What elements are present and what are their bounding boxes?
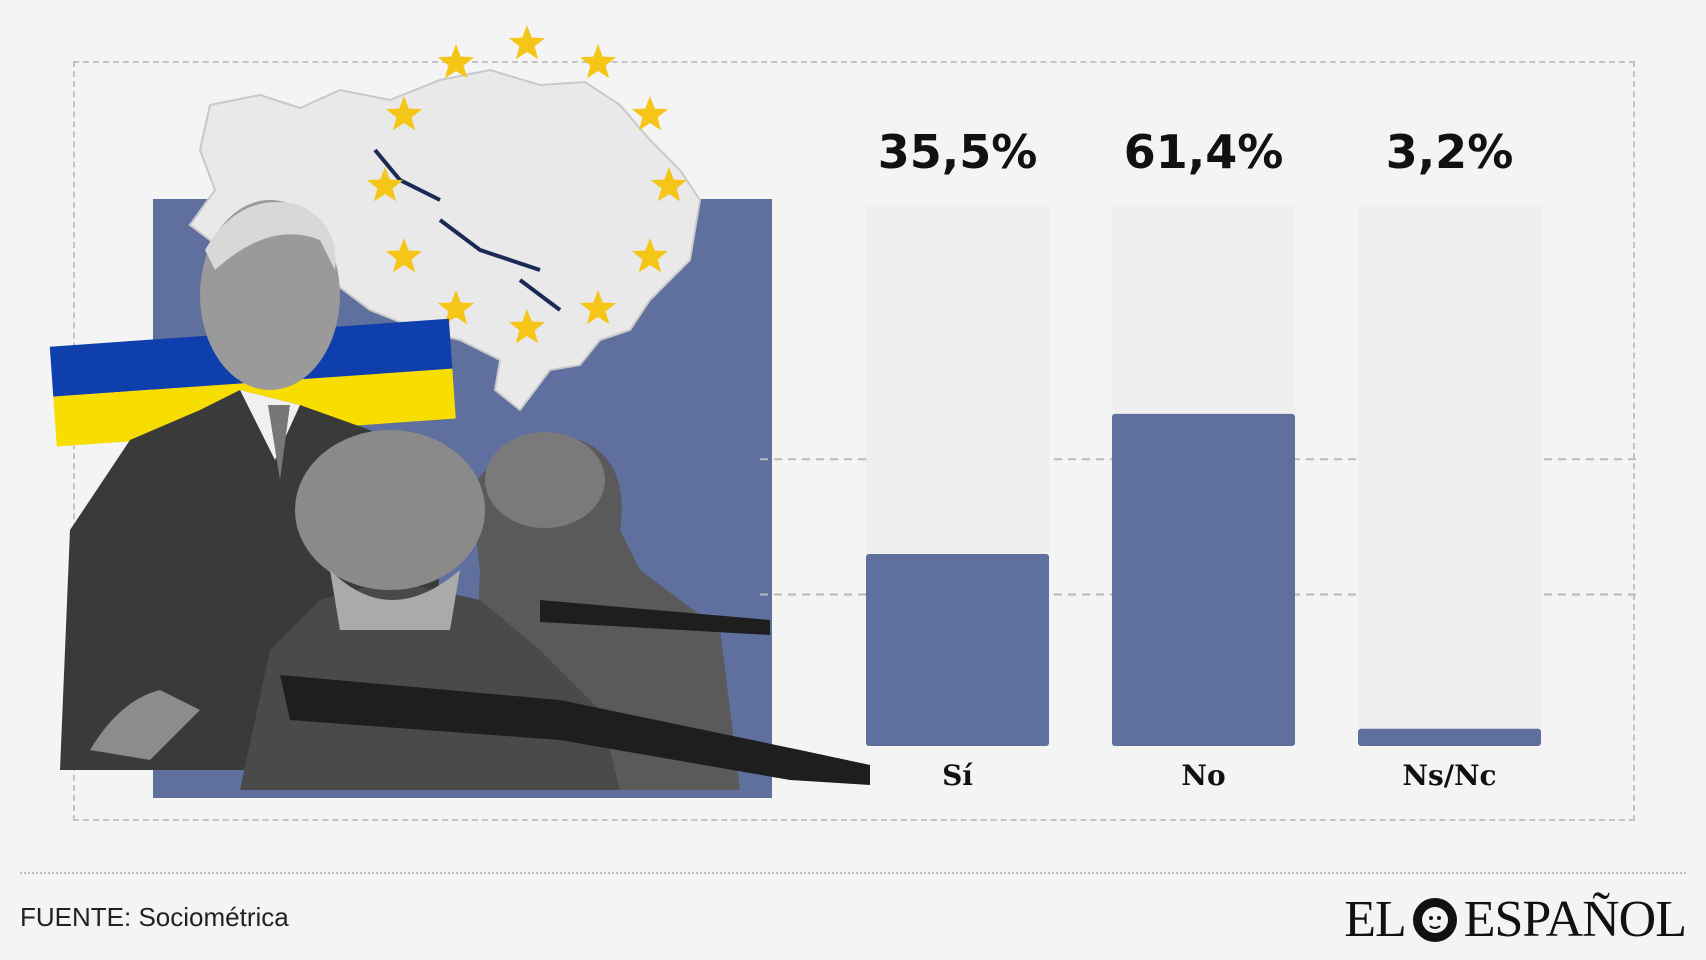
publisher-logo[interactable]: EL ESPAÑOL (1344, 890, 1687, 949)
eu-star-icon (366, 167, 404, 202)
footer-divider (20, 872, 1686, 874)
eu-star-icon (386, 238, 423, 273)
bar-0 (866, 553, 1049, 746)
eu-star-icon (579, 290, 617, 325)
source-note: FUENTE: Sociométrica (20, 902, 289, 932)
value-label-2: 3,2% (1386, 125, 1514, 179)
logo-right-text: ESPAÑOL (1463, 891, 1687, 948)
bar-track-2 (1358, 205, 1541, 746)
eu-star-icon (508, 25, 546, 60)
value-labels: 35,5% 61,4% 3,2% (878, 125, 1514, 179)
eu-star-icon (631, 238, 668, 273)
eu-star-icon (579, 44, 617, 79)
category-label-1: No (1181, 759, 1225, 792)
eu-star-icon (437, 44, 475, 79)
eu-star-icon (650, 167, 688, 202)
category-labels: Sí No Ns/Nc (942, 759, 1497, 792)
value-label-1: 61,4% (1124, 125, 1284, 179)
category-label-0: Sí (942, 759, 973, 792)
lion-icon (1412, 897, 1457, 942)
bars (866, 413, 1541, 746)
soldiers-photo (240, 430, 870, 790)
bar-1 (1112, 413, 1295, 746)
eu-star-icon (631, 96, 668, 131)
eu-star-icon (437, 290, 475, 325)
bar-2 (1358, 728, 1541, 746)
logo-left-text: EL (1344, 891, 1407, 948)
eu-stars (366, 25, 688, 344)
category-label-2: Ns/Nc (1402, 759, 1496, 792)
illustration (49, 25, 870, 798)
eu-star-icon (386, 96, 423, 131)
eu-star-icon (508, 309, 546, 344)
value-label-0: 35,5% (878, 125, 1038, 179)
